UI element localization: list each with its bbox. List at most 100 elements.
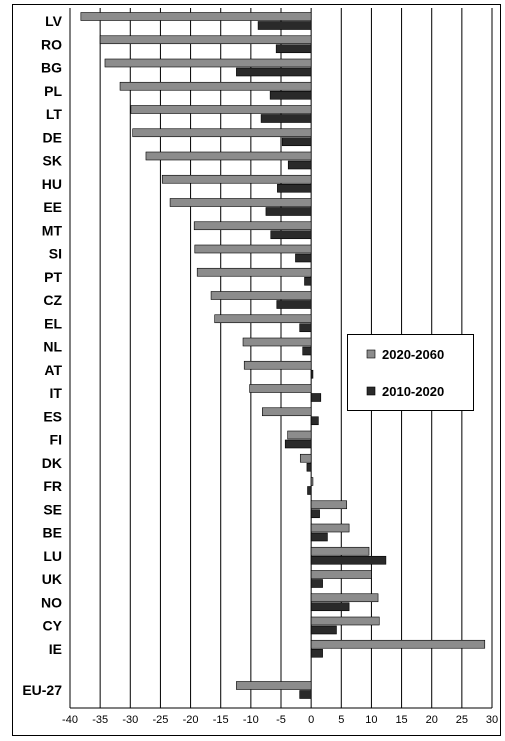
bar-HU-2020-2060 [161,174,312,184]
x-tick-label: -20 [183,714,199,726]
category-label-BE: BE [43,525,62,541]
bar-FI-2010-2020 [284,439,312,449]
bar-PT-2010-2020 [304,276,312,286]
bar-LT-2020-2060 [130,105,312,114]
bar-FI-2020-2060 [287,430,312,440]
category-label-EL: EL [44,315,62,331]
bar-NL-2020-2060 [242,337,312,347]
category-label-RO: RO [41,36,62,52]
x-tick-label: 20 [426,714,438,726]
bar-AT-2020-2060 [243,360,312,370]
x-tick-label: 5 [338,714,344,726]
bar-PL-2020-2060 [119,81,312,91]
category-label-LT: LT [46,106,63,122]
bar-SI-2010-2020 [295,253,312,263]
bar-RO-2010-2020 [275,44,312,54]
bar-CZ-2010-2020 [276,300,312,309]
legend-swatch-2010-2020 [366,386,376,396]
bar-LV-2010-2020 [257,21,312,30]
bar-MT-2010-2020 [270,230,312,240]
bar-SI-2020-2060 [194,244,312,254]
x-tick-label: -25 [152,714,168,726]
legend: 2020-2060 2010-2020 [347,334,474,411]
category-label-LV: LV [45,13,63,29]
x-tick-label: -10 [243,714,259,726]
bar-BE-2020-2060 [310,523,350,533]
bar-AT-2010-2020 [310,369,314,379]
x-tick-label: -40 [62,714,78,726]
bar-UK-2020-2060 [310,570,372,579]
bar-ES-2010-2020 [310,416,319,426]
bar-EL-2020-2060 [214,314,312,324]
bar-FR-2010-2020 [307,486,312,495]
x-tick-label: 0 [308,714,314,726]
bar-IT-2010-2020 [310,393,322,402]
bar-CY-2020-2060 [310,616,380,626]
x-tick-label: 10 [365,714,377,726]
category-label-NL: NL [43,339,62,355]
bar-PT-2020-2060 [196,267,312,277]
legend-label-2020-2060: 2020-2060 [382,347,444,362]
category-label-UK: UK [42,571,62,587]
bar-SK-2020-2060 [145,151,312,161]
bar-EU-27-2020-2060 [236,681,312,690]
bar-SE-2010-2020 [310,509,320,519]
x-tick-label: -15 [213,714,229,726]
bar-SE-2020-2060 [310,500,348,510]
category-label-SI: SI [49,246,62,262]
bar-CZ-2020-2060 [210,291,312,300]
bar-RO-2020-2060 [99,35,312,45]
x-tick-label: -35 [92,714,108,726]
bar-UK-2010-2020 [310,579,323,588]
category-label-AT: AT [44,362,62,378]
bar-BG-2020-2060 [104,58,312,68]
category-label-BG: BG [41,60,62,76]
bar-LU-2010-2020 [310,555,387,565]
bars [80,12,486,699]
bar-IE-2010-2020 [310,648,323,658]
bar-FR-2020-2060 [310,477,314,486]
chart-frame [12,4,501,736]
category-label-SK: SK [43,153,62,169]
bar-SK-2010-2020 [287,160,312,170]
x-tick-label: -30 [122,714,138,726]
bar-LT-2010-2020 [260,114,312,123]
x-axis: -40 -35 -30 -25 -20 -15 -10 -5 0 5 10 15 20 25 30 [62,714,498,726]
category-label-CZ: CZ [43,292,62,308]
category-label-HU: HU [42,176,62,192]
category-label-EU-27: EU-27 [22,682,62,698]
bar-IE-2020-2060 [310,639,486,649]
bar-NO-2020-2060 [310,593,379,603]
category-label-FR: FR [43,478,62,494]
bar-EE-2010-2020 [265,207,312,216]
legend-box [347,334,474,411]
category-label-LU: LU [43,548,62,564]
category-label-DK: DK [42,455,62,471]
category-label-EE: EE [43,199,62,215]
category-label-IE: IE [49,641,62,657]
category-label-CY: CY [43,618,63,634]
category-label-NO: NO [41,594,62,610]
category-label-PL: PL [44,83,62,99]
bar-CY-2010-2020 [310,625,337,635]
bar-DK-2010-2020 [306,462,312,472]
category-label-DE: DE [43,129,62,145]
bar-MT-2020-2060 [193,221,312,231]
category-label-MT: MT [42,222,63,238]
bar-NO-2010-2020 [310,602,350,612]
bar-DK-2020-2060 [299,453,312,463]
bar-NL-2010-2020 [302,346,312,356]
bar-BE-2010-2020 [310,532,328,542]
legend-swatch-2020-2060 [366,349,376,359]
bar-EU-27-2010-2020 [299,690,312,699]
category-label-PT: PT [44,269,62,285]
bar-IT-2020-2060 [249,384,312,393]
category-label-ES: ES [43,408,62,424]
bar-PL-2010-2020 [269,90,312,100]
x-tick-label: 25 [456,714,468,726]
bar-ES-2020-2060 [262,407,312,417]
bar-DE-2010-2020 [281,137,312,147]
x-tick-label: 15 [395,714,407,726]
category-label-FI: FI [50,432,62,448]
